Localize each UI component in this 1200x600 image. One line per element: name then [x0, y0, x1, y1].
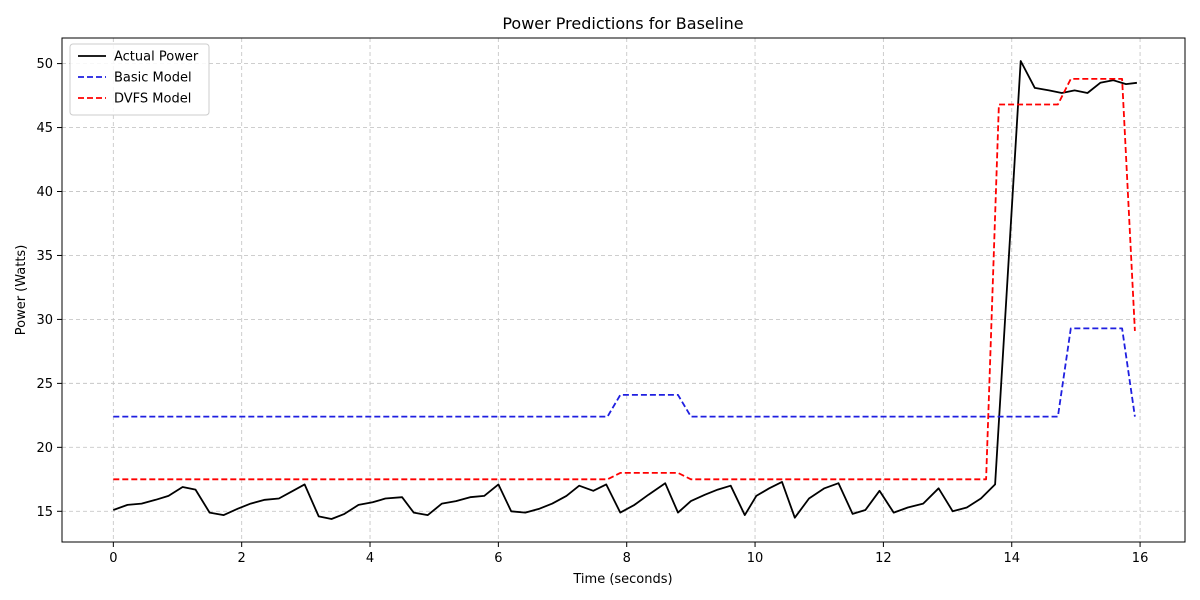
- x-tick-label: 10: [747, 551, 764, 566]
- legend-label: DVFS Model: [114, 92, 191, 107]
- x-tick-label: 4: [366, 551, 374, 566]
- series-line-basic-model: [113, 327, 1136, 418]
- series-line-actual-power: [112, 60, 1138, 520]
- y-tick-label: 15: [36, 505, 53, 520]
- y-tick-label: 35: [36, 249, 53, 264]
- plot-area-frame: [61, 37, 1186, 543]
- x-tick-label: 2: [238, 551, 246, 566]
- y-tick-label: 30: [36, 313, 53, 328]
- series-lines: [112, 60, 1138, 520]
- x-tick-label: 12: [875, 551, 892, 566]
- y-tick-label: 50: [36, 57, 53, 72]
- x-axis-ticks: 0 2 4 6 8 10 12 14 16: [109, 542, 1148, 566]
- y-tick-label: 40: [36, 185, 53, 200]
- y-axis-ticks: 15 20 25 30 35 40 45 50: [36, 57, 62, 520]
- y-tick-label: 45: [36, 121, 53, 136]
- x-tick-label: 14: [1003, 551, 1020, 566]
- y-tick-label: 20: [36, 441, 53, 456]
- legend-label: Basic Model: [114, 71, 192, 86]
- y-tick-label: 25: [36, 377, 53, 392]
- x-tick-label: 16: [1132, 551, 1149, 566]
- legend: Actual Power Basic Model DVFS Model: [69, 43, 210, 116]
- x-tick-label: 0: [109, 551, 117, 566]
- x-tick-label: 6: [494, 551, 502, 566]
- legend-label: Actual Power: [114, 50, 199, 65]
- series-line-dvfs-model: [113, 78, 1136, 481]
- x-axis-label: Time (seconds): [572, 572, 672, 587]
- legend-box: [69, 43, 210, 116]
- x-tick-label: 8: [623, 551, 631, 566]
- y-axis-label: Power (Watts): [14, 245, 29, 336]
- chart-title: Power Predictions for Baseline: [502, 14, 743, 33]
